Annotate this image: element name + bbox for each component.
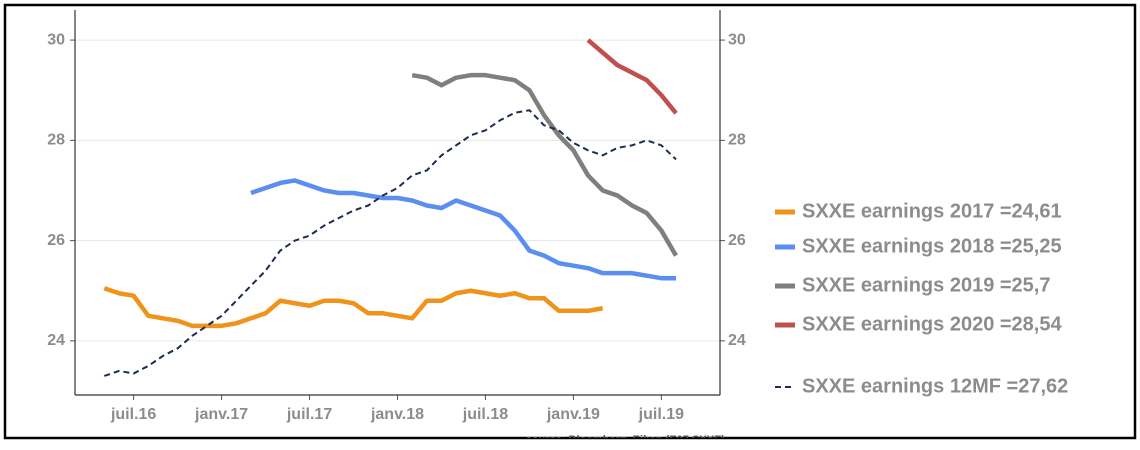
y-tick-label: 24 — [47, 332, 65, 349]
legend-label: SXXE earnings 12MF =27,62 — [802, 375, 1068, 397]
x-tick-label: juil.18 — [462, 406, 508, 423]
series-line — [411, 72, 678, 257]
source-note: source: Bloomberg, Eikon (E07 SXXE) — [526, 434, 726, 446]
plot: 24 26 28 30 24 26 28 30 juil.16 janv.17 juil.17 jan… — [47, 10, 1068, 446]
x-tick-label: juil.19 — [638, 406, 684, 423]
legend-label: SXXE earnings 2019 =25,7 — [802, 274, 1051, 296]
x-tick-label: juil.16 — [110, 406, 156, 423]
x-tick-label: janv.17 — [194, 406, 248, 423]
series-line — [586, 38, 678, 115]
legend-label: SXXE earnings 2018 =25,25 — [802, 235, 1062, 257]
series-line — [103, 286, 604, 329]
y2-tick-label: 24 — [728, 332, 746, 349]
y-tick-label: 26 — [47, 232, 65, 249]
x-tick-label: janv.19 — [546, 406, 600, 423]
x-tick-label: janv.18 — [370, 406, 424, 423]
frame — [3, 3, 1137, 440]
legend-label: SXXE earnings 2017 =24,61 — [802, 200, 1062, 222]
x-tick-label: juil.17 — [286, 406, 332, 423]
series-line — [250, 178, 677, 281]
y2-tick-label: 26 — [728, 232, 746, 249]
y2-tick-label: 30 — [728, 31, 746, 48]
y2-tick-label: 28 — [728, 132, 746, 149]
y-tick-label: 30 — [47, 31, 65, 48]
legend-label: SXXE earnings 2020 =28,54 — [802, 313, 1062, 335]
y-tick-label: 28 — [47, 132, 65, 149]
